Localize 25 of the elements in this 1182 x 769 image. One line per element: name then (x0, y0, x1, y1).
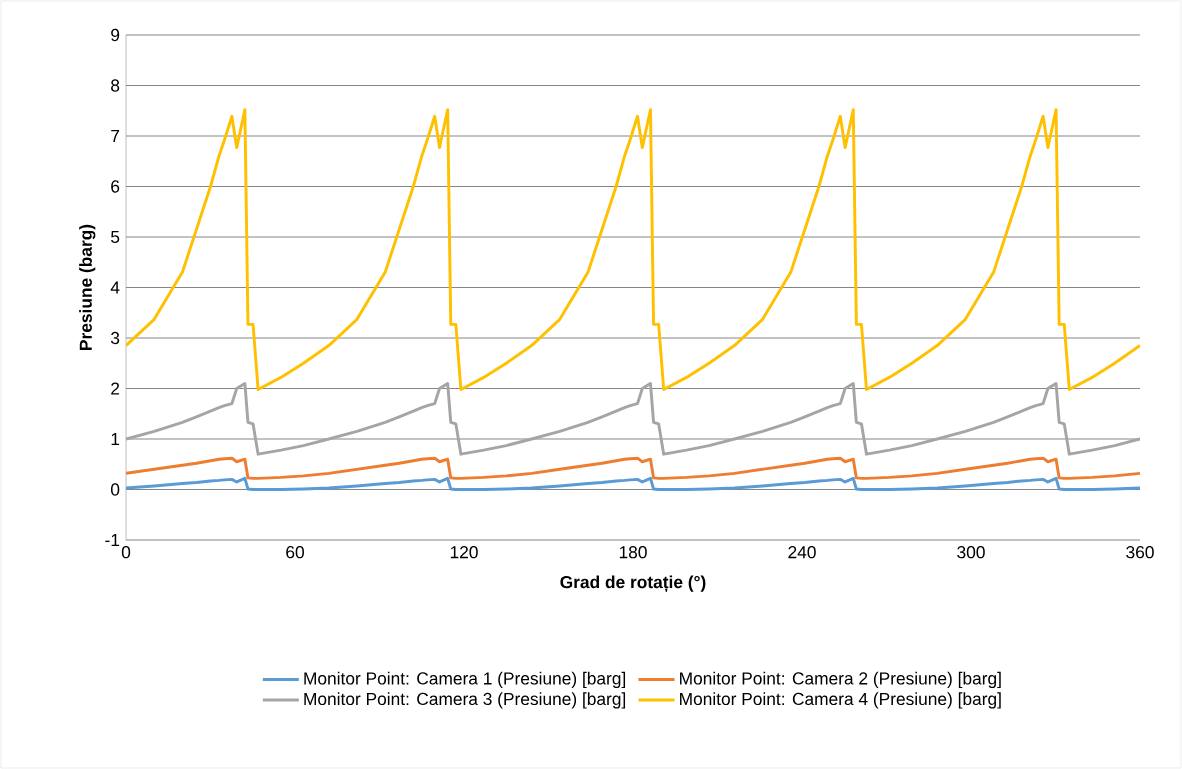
y-tick-label: 1 (111, 433, 120, 445)
y-tick-label: 5 (111, 230, 120, 244)
y-tick-label: 3 (110, 331, 120, 345)
y-axis-title: Presiune (barg) (79, 224, 96, 350)
x-tick-label: 300 (957, 546, 985, 559)
x-axis-title: Grad de rotație (°) (560, 575, 706, 593)
legend-label: Monitor Point: Camera 2 (Presiune) [barg] (680, 671, 1001, 689)
legend-label: Monitor Point: Camera 1 (Presiune) [barg] (304, 671, 626, 689)
x-tick-label: 360 (1126, 546, 1154, 559)
y-tick-label: 2 (111, 382, 120, 395)
x-tick-label: 120 (450, 546, 478, 559)
legend-label: Monitor Point: Camera 4 (Presiune) [barg] (680, 692, 1001, 709)
y-tick-label: 6 (111, 180, 120, 193)
legend-label: Monitor Point: Camera 3 (Presiune) [barg] (304, 692, 626, 709)
y-tick-label: -1 (105, 534, 120, 546)
x-tick-label: 180 (619, 546, 647, 559)
x-tick-label: 240 (788, 546, 816, 559)
line-series (126, 381, 1140, 456)
y-tick-label: 0 (110, 483, 120, 496)
y-tick-label: 9 (111, 28, 120, 42)
y-tick-label: 4 (110, 281, 120, 294)
x-tick-label: 60 (286, 546, 304, 559)
x-tick-label: 0 (121, 546, 131, 559)
y-tick-label: 7 (111, 130, 120, 142)
y-tick-label: 8 (111, 79, 120, 92)
